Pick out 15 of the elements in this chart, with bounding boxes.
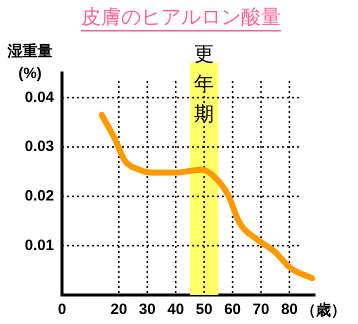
y-tick-label: 0.02 — [24, 187, 54, 204]
x-tick-label: 40 — [167, 301, 184, 318]
x-tick-label: 70 — [252, 301, 270, 318]
x-axis-title: （歳） — [301, 302, 346, 320]
y-tick-label: 0.04 — [24, 88, 55, 106]
y-tick-label: 0.01 — [24, 236, 54, 254]
x-tick-label: 20 — [110, 301, 128, 318]
x-tick-label: 50 — [196, 301, 212, 318]
y-tick-label: 0.03 — [24, 138, 54, 156]
x-tick-label: 60 — [224, 301, 241, 318]
chart-title: 皮膚のヒアルロン酸量 — [81, 6, 281, 29]
x-tick-label: 0 — [58, 301, 66, 318]
y-axis-title: 湿重量 (%) — [6, 43, 52, 82]
x-tick-label: 80 — [281, 301, 298, 318]
x-tick-label: 30 — [138, 301, 156, 318]
